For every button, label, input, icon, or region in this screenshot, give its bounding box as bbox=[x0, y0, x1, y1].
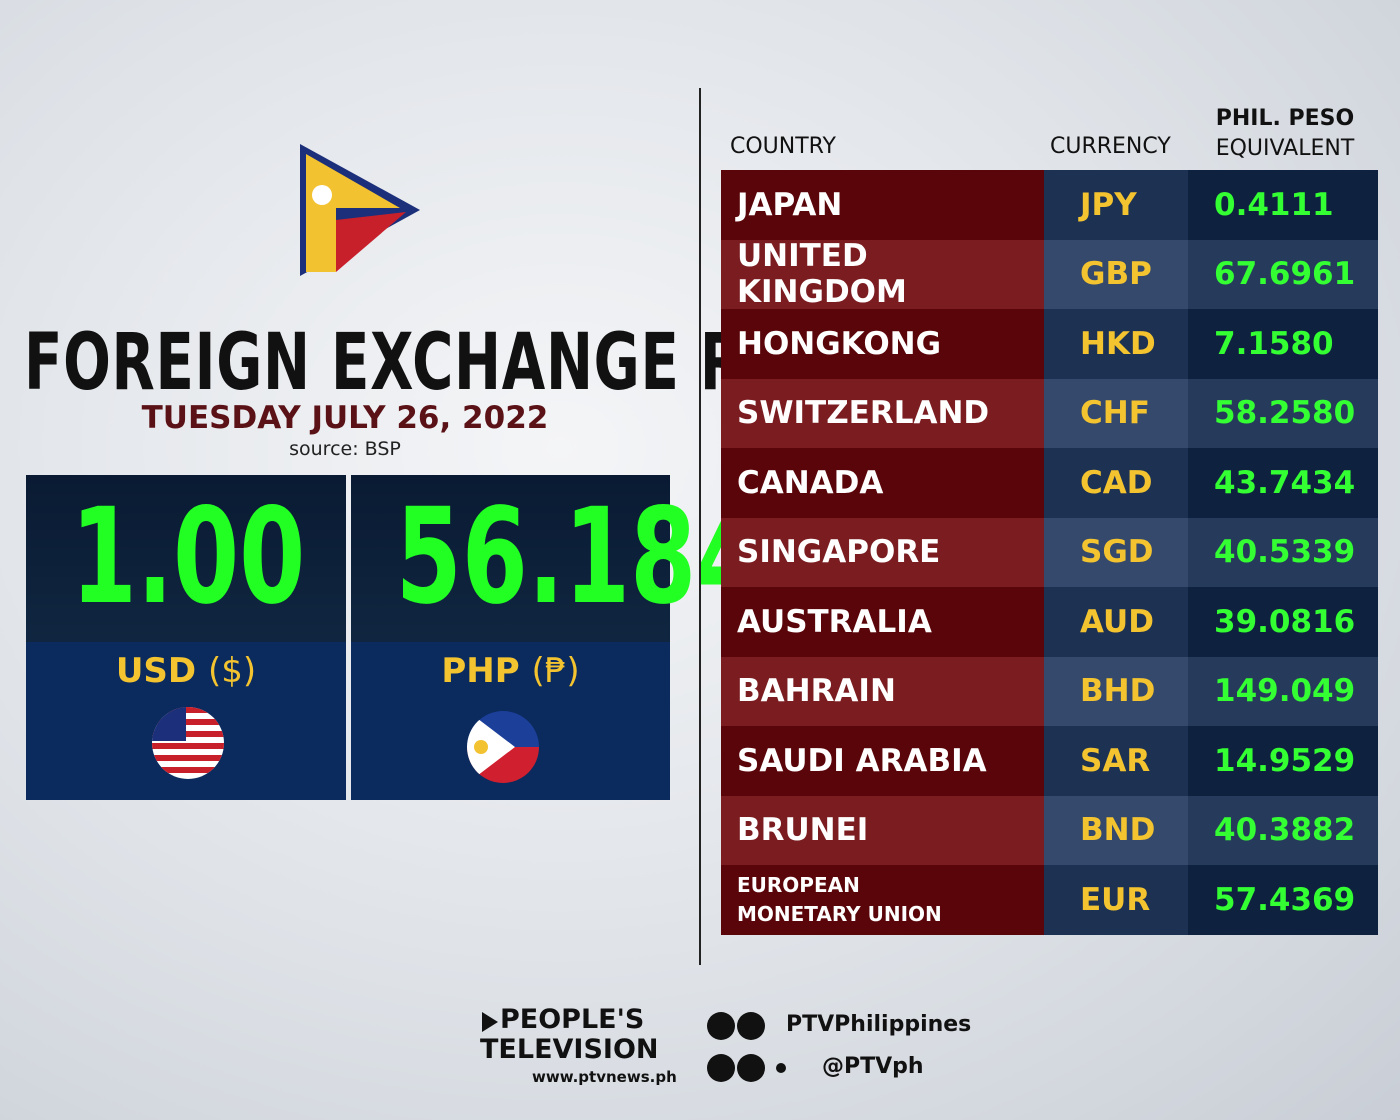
text: CHF bbox=[1080, 395, 1150, 432]
text: BND bbox=[1080, 812, 1156, 849]
rate: 14.9529 bbox=[1188, 726, 1378, 796]
rate: 67.6961 bbox=[1188, 239, 1378, 309]
php-box: 56.184 PHP (₱) bbox=[351, 475, 763, 800]
text: CANADA bbox=[737, 464, 884, 501]
divider bbox=[699, 88, 701, 965]
currency: PHP (₱) bbox=[351, 651, 670, 691]
currency: CAD bbox=[1044, 448, 1188, 518]
country: CANADA bbox=[721, 448, 1044, 518]
symbol: ($) bbox=[208, 651, 257, 691]
text: 149.049 bbox=[1214, 673, 1356, 710]
brand: PEOPLE'S TELEVISION bbox=[480, 1004, 659, 1065]
country: HONGKONG bbox=[721, 309, 1044, 379]
text: UNITED KINGDOM bbox=[737, 238, 907, 311]
rate: 43.7434 bbox=[1188, 448, 1378, 518]
text: HKD bbox=[1080, 325, 1156, 362]
text: JPY bbox=[1080, 186, 1137, 223]
currency: AUD bbox=[1044, 587, 1188, 657]
text: SAUDI ARABIA bbox=[737, 742, 987, 779]
text: SGD bbox=[1080, 534, 1154, 571]
text: EUR bbox=[1080, 881, 1151, 918]
usd-box: 1.00 USD ($) bbox=[26, 475, 346, 800]
brand-line: PEOPLE'S bbox=[500, 1004, 645, 1035]
rate: 40.5339 bbox=[1188, 517, 1378, 587]
header-currency: CURRENCY bbox=[1050, 134, 1171, 159]
text: BAHRAIN bbox=[737, 673, 896, 710]
amount: 1.00 bbox=[70, 480, 306, 634]
code: USD bbox=[115, 651, 197, 691]
country: AUSTRALIA bbox=[721, 587, 1044, 657]
country: JAPAN bbox=[721, 170, 1044, 240]
ptv-logo bbox=[300, 144, 420, 276]
country: SAUDI ARABIA bbox=[721, 726, 1044, 796]
text: SAR bbox=[1080, 742, 1151, 779]
header-peso: PHIL. PESO bbox=[1215, 106, 1355, 131]
text: 40.5339 bbox=[1214, 534, 1356, 571]
currency: SGD bbox=[1044, 517, 1188, 587]
play-icon bbox=[482, 1012, 498, 1032]
currency: JPY bbox=[1044, 170, 1188, 240]
amount: 56.184 bbox=[395, 480, 763, 634]
rate: 149.049 bbox=[1188, 656, 1378, 726]
currency: GBP bbox=[1044, 239, 1188, 309]
website: www.ptvnews.ph bbox=[532, 1068, 677, 1086]
header-equivalent: EQUIVALENT bbox=[1215, 136, 1355, 161]
text: 40.3882 bbox=[1214, 812, 1356, 849]
text: SINGAPORE bbox=[737, 534, 941, 571]
source: source: BSP bbox=[289, 438, 401, 460]
ph-flag bbox=[467, 711, 539, 783]
text: 67.6961 bbox=[1214, 256, 1356, 293]
text: BRUNEI bbox=[737, 812, 869, 849]
text: HONGKONG bbox=[737, 325, 942, 362]
text: AUD bbox=[1080, 603, 1154, 640]
text: AUSTRALIA bbox=[737, 603, 932, 640]
rate: 40.3882 bbox=[1188, 795, 1378, 865]
handle: @PTVph bbox=[822, 1054, 924, 1079]
country: BRUNEI bbox=[721, 795, 1044, 865]
date: TUESDAY JULY 26, 2022 bbox=[141, 400, 549, 436]
text: 57.4369 bbox=[1214, 881, 1356, 918]
text: BHD bbox=[1080, 673, 1156, 710]
handle: PTVPhilippines bbox=[786, 1012, 972, 1037]
rate: 57.4369 bbox=[1188, 865, 1378, 935]
rate: 58.2580 bbox=[1188, 378, 1378, 448]
text: GBP bbox=[1080, 256, 1152, 293]
currency: EUR bbox=[1044, 865, 1188, 935]
rate: 7.1580 bbox=[1188, 309, 1378, 379]
title: FOREIGN EXCHANGE RATE bbox=[24, 318, 862, 408]
country: EUROPEAN MONETARY UNION bbox=[721, 865, 1044, 935]
text: 0.4111 bbox=[1214, 186, 1334, 223]
social-icons bbox=[707, 1012, 786, 1082]
header-country: COUNTRY bbox=[730, 134, 836, 159]
text: JAPAN bbox=[737, 186, 843, 223]
country: SWITZERLAND bbox=[721, 378, 1044, 448]
text: 43.7434 bbox=[1214, 464, 1356, 501]
currency: HKD bbox=[1044, 309, 1188, 379]
symbol: (₱) bbox=[531, 651, 580, 691]
text: 39.0816 bbox=[1214, 603, 1356, 640]
currency: BHD bbox=[1044, 656, 1188, 726]
text: 58.2580 bbox=[1214, 395, 1356, 432]
country: SINGAPORE bbox=[721, 517, 1044, 587]
country: UNITED KINGDOM bbox=[721, 238, 1044, 311]
text: CAD bbox=[1080, 464, 1153, 501]
text: 7.1580 bbox=[1214, 325, 1334, 362]
rate: 39.0816 bbox=[1188, 587, 1378, 657]
currency: SAR bbox=[1044, 726, 1188, 796]
country-lines: EUROPEAN MONETARY UNION bbox=[737, 871, 942, 929]
brand-line: TELEVISION bbox=[480, 1034, 659, 1065]
text: EUROPEAN bbox=[737, 872, 860, 897]
text: SWITZERLAND bbox=[737, 395, 990, 432]
currency: CHF bbox=[1044, 378, 1188, 448]
text: MONETARY UNION bbox=[737, 901, 942, 926]
currency: USD ($) bbox=[26, 651, 346, 691]
currency: BND bbox=[1044, 795, 1188, 865]
country: BAHRAIN bbox=[721, 656, 1044, 726]
text: 14.9529 bbox=[1214, 742, 1356, 779]
us-flag bbox=[152, 707, 224, 779]
rate: 0.4111 bbox=[1188, 170, 1378, 240]
code: PHP bbox=[441, 651, 520, 691]
